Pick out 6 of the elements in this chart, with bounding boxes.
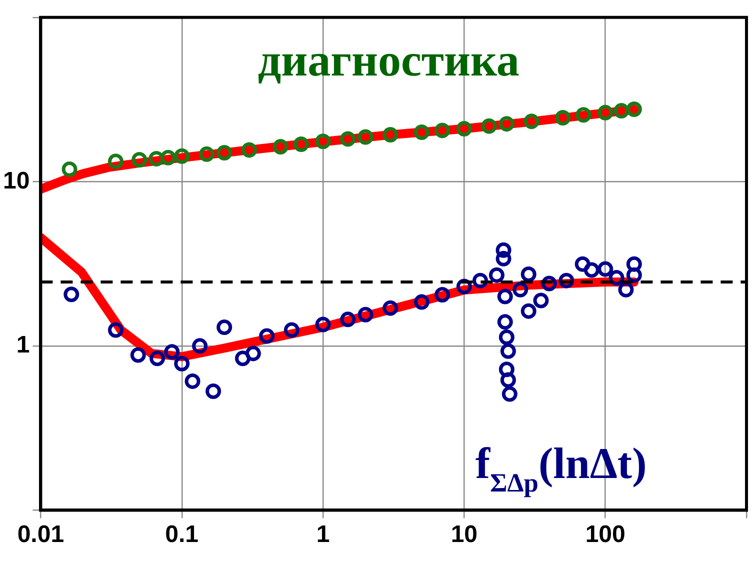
chart-title: диагностика bbox=[258, 34, 520, 86]
x-tick-label: 10 bbox=[450, 521, 478, 548]
x-tick-label: 0.01 bbox=[17, 521, 64, 548]
x-tick-label: 1 bbox=[316, 521, 330, 548]
x-tick-label: 100 bbox=[585, 521, 626, 548]
x-tick-label: 0.1 bbox=[165, 521, 199, 548]
